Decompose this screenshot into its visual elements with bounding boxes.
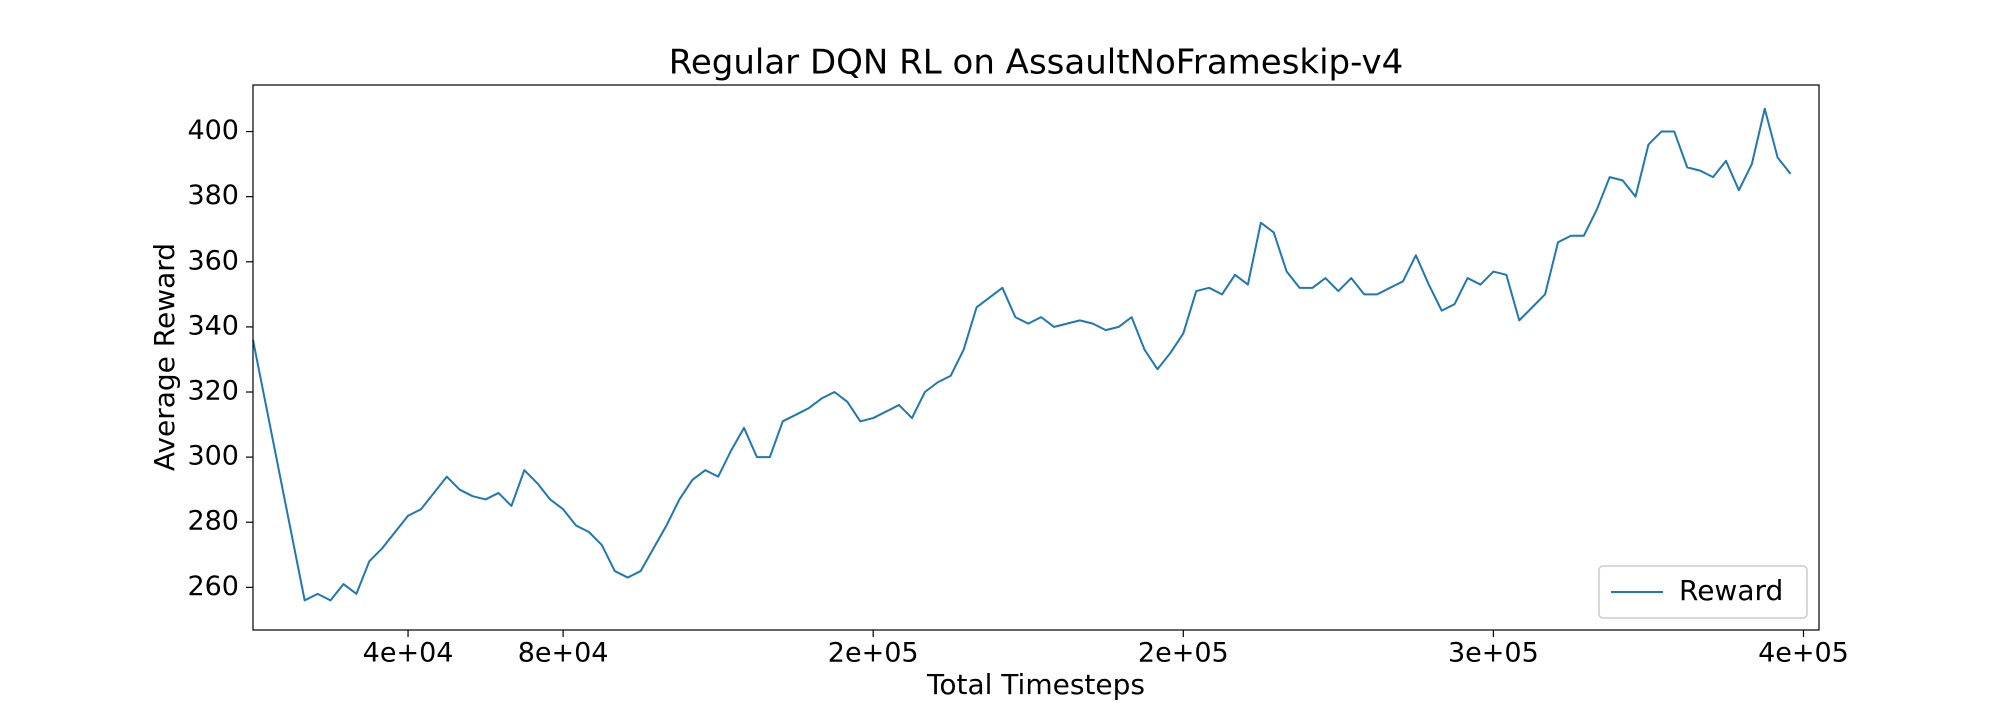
y-axis-label: Average Reward xyxy=(148,243,181,471)
y-tick-label: 340 xyxy=(187,310,239,341)
legend-label: Reward xyxy=(1679,574,1783,607)
y-tick-label: 260 xyxy=(187,571,239,602)
y-tick-label: 280 xyxy=(187,506,239,537)
chart-title: Regular DQN RL on AssaultNoFrameskip-v4 xyxy=(669,43,1404,83)
legend-box xyxy=(1598,565,1808,619)
x-tick-label: 8e+04 xyxy=(518,638,609,669)
y-tick-label: 380 xyxy=(187,180,239,211)
legend: Reward xyxy=(1598,565,1808,619)
y-tick-label: 400 xyxy=(187,115,239,146)
x-tick-label: 2e+05 xyxy=(1138,638,1229,669)
y-tick-label: 360 xyxy=(187,245,239,276)
y-tick-label: 320 xyxy=(187,376,239,407)
x-tick-label: 4e+05 xyxy=(1758,638,1849,669)
series-line xyxy=(252,107,1792,602)
x-axis-label: Total Timesteps xyxy=(926,668,1145,700)
plot-frame xyxy=(252,84,1820,631)
x-tick-label: 2e+05 xyxy=(828,638,919,669)
x-tick-label: 3e+05 xyxy=(1448,638,1539,669)
y-tick-label: 300 xyxy=(187,441,239,472)
x-tick-label: 4e+04 xyxy=(363,638,454,669)
